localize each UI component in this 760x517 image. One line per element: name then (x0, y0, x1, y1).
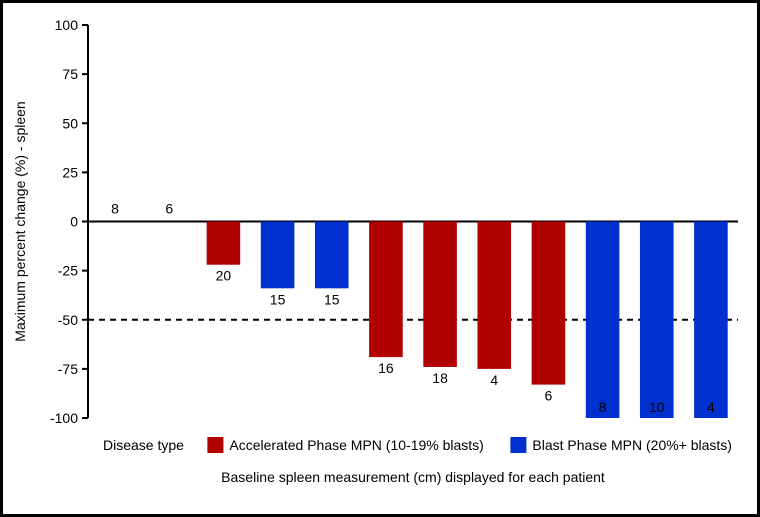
bar (369, 222, 403, 358)
bar-label: 6 (545, 388, 553, 404)
y-tick-label: 50 (62, 115, 78, 131)
bar-label: 6 (165, 201, 173, 217)
bar-label: 16 (378, 360, 394, 376)
y-tick-label: -50 (58, 312, 78, 328)
bar-label: 4 (490, 372, 498, 388)
chart-container: -100 -75 -50 -25 0 25 50 75 100 8 6 20 15 15 16 18 4 6 8 10… (0, 0, 760, 517)
legend-label: Accelerated Phase MPN (10-19% blasts) (229, 437, 483, 453)
bar-label: 20 (216, 268, 232, 284)
legend-title: Disease type (103, 437, 184, 453)
y-tick-label: 100 (55, 17, 79, 33)
y-tick-label: -75 (58, 361, 78, 377)
bar (423, 222, 457, 367)
y-tick-label: 0 (70, 214, 78, 230)
y-tick-label: -100 (50, 410, 78, 426)
bar (315, 222, 349, 289)
bar-label: 18 (432, 370, 448, 386)
bar-label: 10 (649, 399, 665, 415)
bar-label: 4 (707, 399, 715, 415)
y-tick-label: 25 (62, 164, 78, 180)
bar-label: 15 (324, 291, 340, 307)
bar (207, 222, 241, 265)
legend-label: Blast Phase MPN (20%+ blasts) (532, 437, 732, 453)
bar (532, 222, 566, 385)
y-tick-label: 75 (62, 66, 78, 82)
bar-chart: -100 -75 -50 -25 0 25 50 75 100 8 6 20 15 15 16 18 4 6 8 10… (3, 3, 757, 514)
bar-label: 15 (270, 291, 286, 307)
legend-swatch (510, 437, 526, 453)
y-axis-label: Maximum percent change (%) - spleen (12, 101, 28, 341)
bar (477, 222, 511, 369)
x-axis-label: Baseline spleen measurement (cm) display… (221, 469, 605, 485)
bar-label: 8 (111, 201, 119, 217)
legend-swatch (207, 437, 223, 453)
bar-label: 8 (599, 399, 607, 415)
bar (694, 222, 728, 419)
bar (586, 222, 620, 419)
bar (261, 222, 295, 289)
bar (640, 222, 674, 419)
y-tick-label: -25 (58, 263, 78, 279)
